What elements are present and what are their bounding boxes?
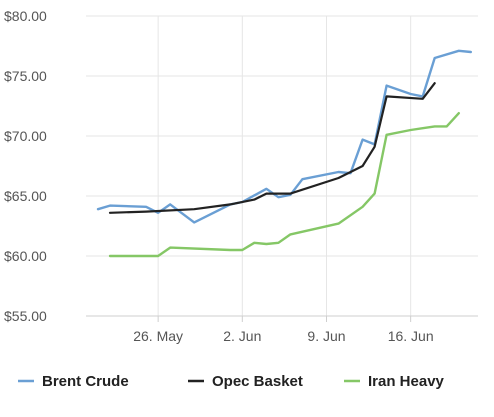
legend-item-iran-heavy[interactable]: Iran Heavy	[344, 373, 445, 390]
y-tick-label: $55.00	[4, 308, 47, 324]
legend-label: Brent Crude	[42, 373, 129, 390]
series-lines	[96, 49, 472, 258]
y-tick-label: $65.00	[4, 188, 47, 204]
series-line-iran-heavy	[108, 111, 460, 258]
y-tick-label: $60.00	[4, 248, 47, 264]
legend-item-brent-crude[interactable]: Brent Crude	[18, 373, 129, 390]
legend-label: Opec Basket	[212, 373, 303, 390]
y-axis: $55.00 $60.00 $65.00 $70.00 $75.00 $80.00	[4, 8, 47, 324]
x-tick-label: 9. Jun	[307, 328, 345, 344]
series-line-brent-crude	[96, 49, 472, 224]
series-line-opec-basket	[108, 82, 436, 214]
y-tick-label: $80.00	[4, 8, 47, 24]
legend-label: Iran Heavy	[368, 373, 445, 390]
legend: Brent Crude Opec Basket Iran Heavy	[18, 373, 445, 390]
x-axis: 26. May 2. Jun 9. Jun 16. Jun	[86, 315, 478, 344]
x-tick-label: 2. Jun	[223, 328, 261, 344]
x-tick-label: 16. Jun	[388, 328, 434, 344]
y-tick-label: $75.00	[4, 68, 47, 84]
y-tick-label: $70.00	[4, 128, 47, 144]
legend-item-opec-basket[interactable]: Opec Basket	[188, 373, 303, 390]
grid-lines	[86, 15, 478, 316]
x-tick-label: 26. May	[133, 328, 183, 344]
